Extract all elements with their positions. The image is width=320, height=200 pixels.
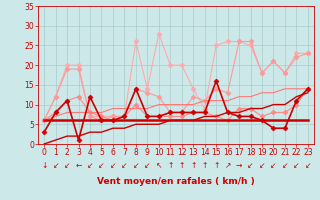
Text: ↙: ↙ — [110, 161, 116, 170]
Text: ↙: ↙ — [52, 161, 59, 170]
Text: ↙: ↙ — [282, 161, 288, 170]
Text: ↙: ↙ — [259, 161, 265, 170]
Text: ↙: ↙ — [98, 161, 105, 170]
Text: ↙: ↙ — [64, 161, 70, 170]
X-axis label: Vent moyen/en rafales ( km/h ): Vent moyen/en rafales ( km/h ) — [97, 177, 255, 186]
Text: ↑: ↑ — [190, 161, 196, 170]
Text: ←: ← — [75, 161, 82, 170]
Text: ↓: ↓ — [41, 161, 47, 170]
Text: ↙: ↙ — [305, 161, 311, 170]
Text: ↙: ↙ — [247, 161, 254, 170]
Text: →: → — [236, 161, 242, 170]
Text: ↙: ↙ — [121, 161, 128, 170]
Text: ↙: ↙ — [293, 161, 300, 170]
Text: ↑: ↑ — [202, 161, 208, 170]
Text: ↙: ↙ — [270, 161, 277, 170]
Text: ↙: ↙ — [144, 161, 150, 170]
Text: ↖: ↖ — [156, 161, 162, 170]
Text: ↑: ↑ — [213, 161, 219, 170]
Text: ↙: ↙ — [87, 161, 93, 170]
Text: ↑: ↑ — [167, 161, 173, 170]
Text: ↗: ↗ — [224, 161, 231, 170]
Text: ↑: ↑ — [179, 161, 185, 170]
Text: ↙: ↙ — [133, 161, 139, 170]
